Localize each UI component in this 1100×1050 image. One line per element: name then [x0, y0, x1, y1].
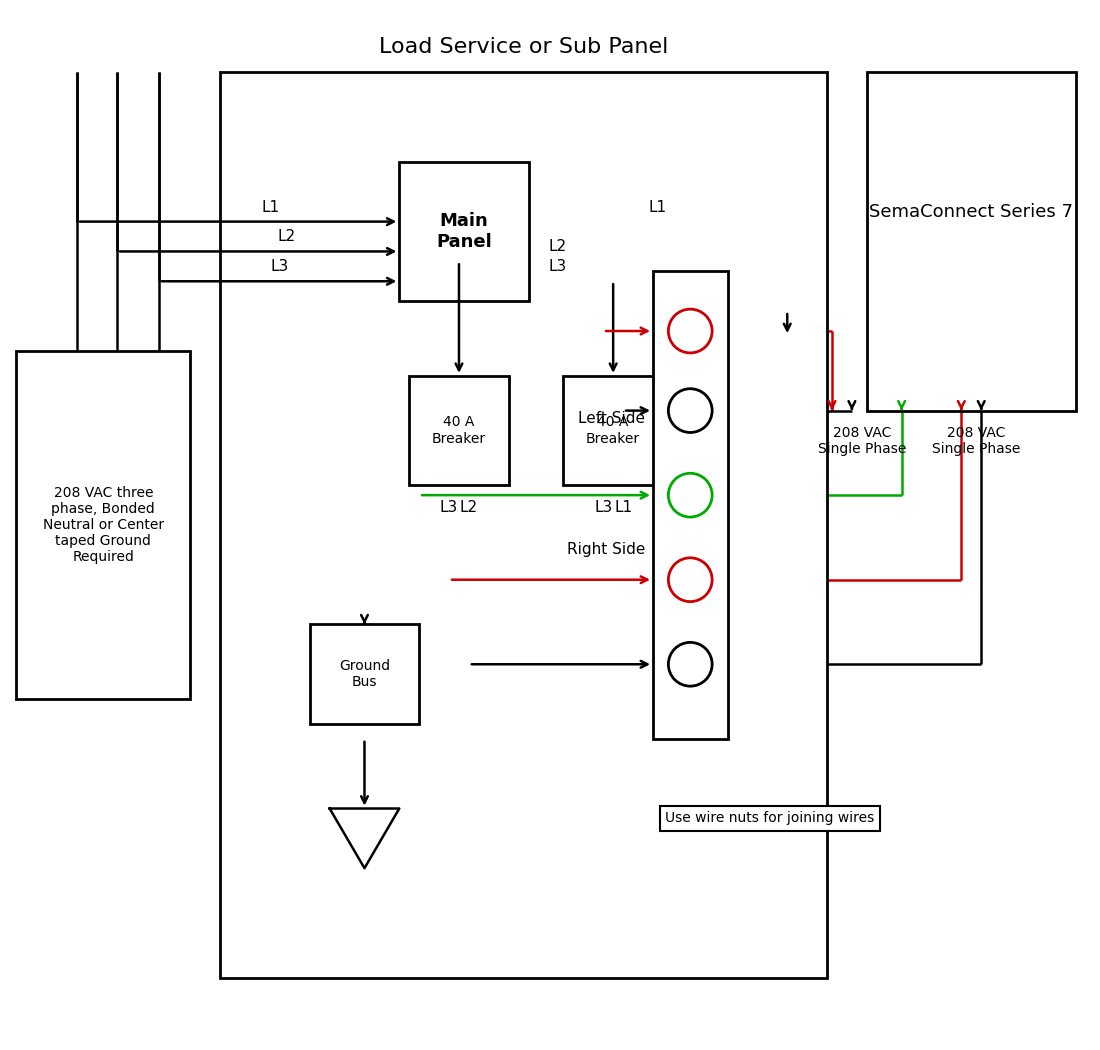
Text: 40 A
Breaker: 40 A Breaker	[432, 416, 486, 445]
Text: 40 A
Breaker: 40 A Breaker	[586, 416, 640, 445]
Text: 208 VAC
Single Phase: 208 VAC Single Phase	[932, 425, 1021, 456]
Bar	[399, 162, 529, 301]
Circle shape	[669, 558, 712, 602]
Text: L2: L2	[277, 230, 296, 245]
Text: L3: L3	[549, 259, 566, 274]
Circle shape	[669, 643, 712, 686]
Circle shape	[669, 474, 712, 517]
Text: 208 VAC three
phase, Bonded
Neutral or Center
taped Ground
Required: 208 VAC three phase, Bonded Neutral or C…	[43, 485, 164, 565]
Circle shape	[669, 309, 712, 353]
Text: Ground
Bus: Ground Bus	[339, 659, 390, 689]
Text: L2: L2	[549, 239, 566, 254]
Text: Left Side: Left Side	[578, 411, 645, 426]
Bar	[310, 625, 419, 723]
Text: L3: L3	[270, 259, 288, 274]
Text: L1: L1	[649, 200, 667, 214]
Text: Right Side: Right Side	[566, 543, 645, 558]
Text: Use wire nuts for joining wires: Use wire nuts for joining wires	[666, 812, 874, 825]
Circle shape	[669, 388, 712, 433]
Text: L1: L1	[614, 500, 632, 516]
Bar	[409, 376, 508, 485]
Text: L3: L3	[440, 500, 459, 516]
Bar	[563, 376, 663, 485]
Bar	[220, 72, 827, 978]
Text: L1: L1	[262, 200, 279, 214]
Text: L3: L3	[594, 500, 613, 516]
Bar	[16, 351, 190, 699]
Text: 208 VAC
Single Phase: 208 VAC Single Phase	[817, 425, 906, 456]
Text: Load Service or Sub Panel: Load Service or Sub Panel	[378, 38, 669, 58]
Text: Main
Panel: Main Panel	[436, 212, 492, 251]
Text: L2: L2	[460, 500, 478, 516]
Text: SemaConnect Series 7: SemaConnect Series 7	[869, 203, 1074, 220]
Bar	[653, 271, 727, 739]
Bar	[867, 72, 1076, 411]
